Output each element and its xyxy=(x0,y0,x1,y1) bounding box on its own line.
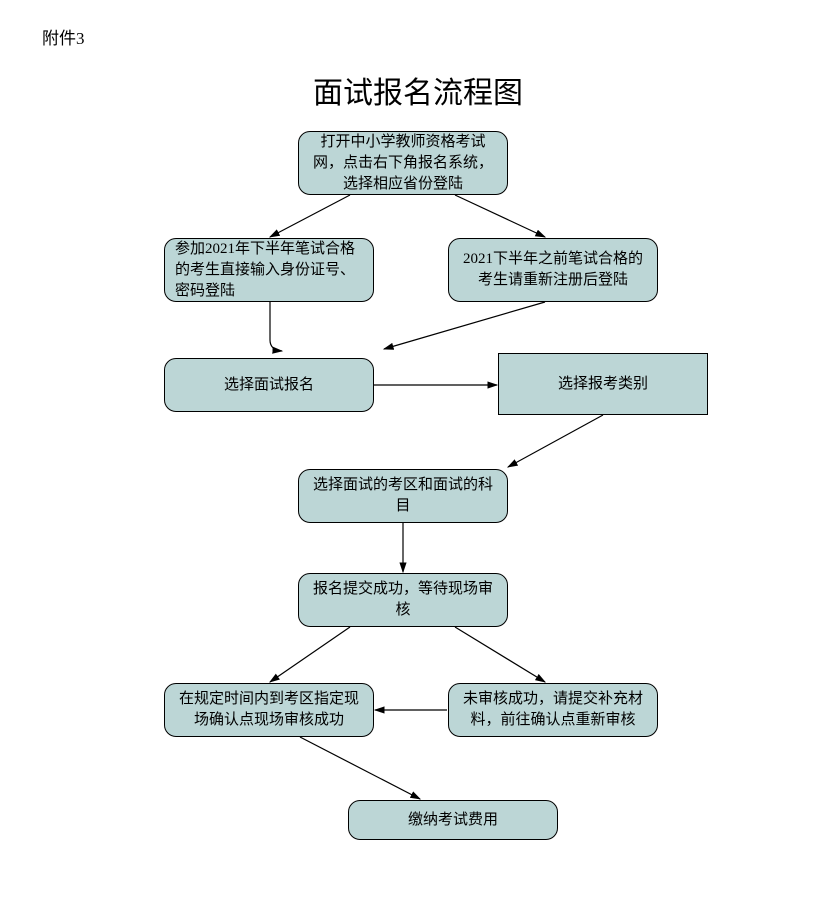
flow-node-text: 选择面试报名 xyxy=(224,375,314,396)
flow-node-text: 参加2021年下半年笔试合格的考生直接输入身份证号、密码登陆 xyxy=(175,239,363,302)
edge xyxy=(300,737,420,799)
flow-node-text: 选择面试的考区和面试的科目 xyxy=(309,475,497,517)
attachment-label: 附件3 xyxy=(42,24,85,49)
flow-node-text: 选择报考类别 xyxy=(558,374,648,395)
flow-node-onsite-confirm: 在规定时间内到考区指定现场确认点现场审核成功 xyxy=(164,683,374,737)
flow-node-text: 2021下半年之前笔试合格的考生请重新注册后登陆 xyxy=(459,249,647,291)
flow-node-text: 打开中小学教师资格考试网，点击右下角报名系统，选择相应省份登陆 xyxy=(309,132,497,195)
flow-node-text: 报名提交成功，等待现场审核 xyxy=(309,579,497,621)
flow-node-submit-wait: 报名提交成功，等待现场审核 xyxy=(298,573,508,627)
edge xyxy=(455,195,545,237)
flow-node-pay-fee: 缴纳考试费用 xyxy=(348,800,558,840)
flow-node-text: 在规定时间内到考区指定现场确认点现场审核成功 xyxy=(175,689,363,731)
flow-node-open-site: 打开中小学教师资格考试网，点击右下角报名系统，选择相应省份登陆 xyxy=(298,131,508,195)
flow-node-select-area-subject: 选择面试的考区和面试的科目 xyxy=(298,469,508,523)
page-title: 面试报名流程图 xyxy=(313,68,523,112)
edge xyxy=(508,415,603,467)
edge xyxy=(455,627,545,682)
flow-node-2021-login: 参加2021年下半年笔试合格的考生直接输入身份证号、密码登陆 xyxy=(164,238,374,302)
flow-node-select-interview: 选择面试报名 xyxy=(164,358,374,412)
edge xyxy=(270,627,350,682)
flow-node-resubmit: 未审核成功，请提交补充材料，前往确认点重新审核 xyxy=(448,683,658,737)
edge xyxy=(270,302,282,351)
edge xyxy=(384,302,545,349)
edge xyxy=(270,195,350,237)
flow-node-text: 未审核成功，请提交补充材料，前往确认点重新审核 xyxy=(459,689,647,731)
flow-node-pre2021-register: 2021下半年之前笔试合格的考生请重新注册后登陆 xyxy=(448,238,658,302)
flow-node-text: 缴纳考试费用 xyxy=(408,810,498,831)
flow-node-select-category: 选择报考类别 xyxy=(498,353,708,415)
